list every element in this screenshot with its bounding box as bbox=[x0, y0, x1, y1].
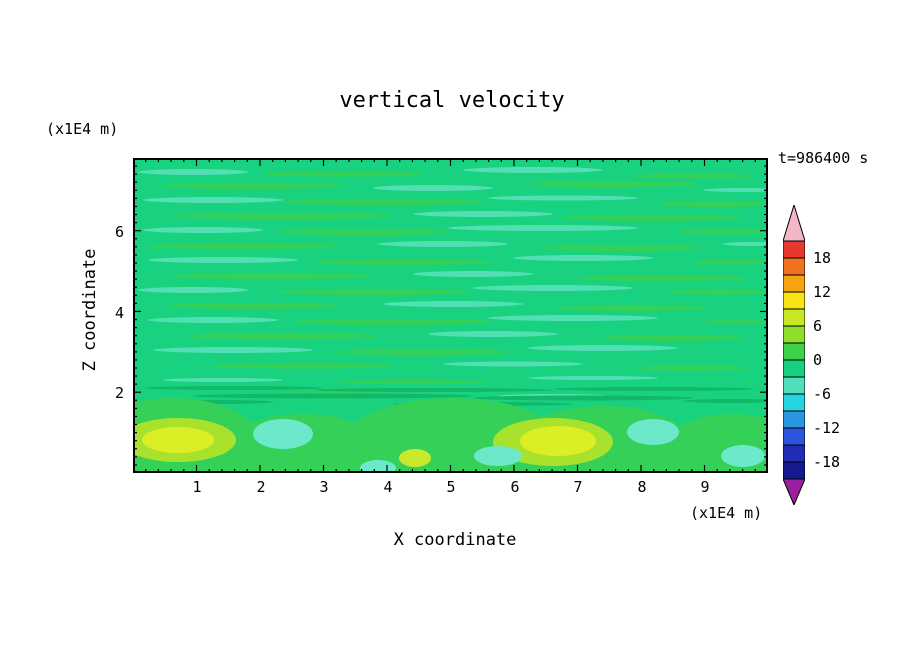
x-tick-label: 2 bbox=[256, 478, 266, 496]
x-axis-title: X coordinate bbox=[393, 530, 517, 550]
y-axis-unit-label: (x1E4 m) bbox=[46, 120, 119, 138]
page-title: vertical velocity bbox=[339, 88, 565, 113]
colorbar-label: 6 bbox=[813, 317, 823, 335]
colorbar bbox=[783, 205, 805, 505]
x-tick-label: 8 bbox=[637, 478, 647, 496]
x-tick-label: 9 bbox=[700, 478, 710, 496]
x-tick-label: 3 bbox=[319, 478, 329, 496]
z-tick-label: 6 bbox=[114, 223, 124, 241]
x-tick-label: 7 bbox=[573, 478, 583, 496]
y-axis-title: Z coordinate bbox=[80, 248, 100, 372]
colorbar-label: 12 bbox=[813, 283, 832, 301]
z-tick-label: 2 bbox=[114, 384, 124, 402]
colorbar-label: 18 bbox=[813, 249, 832, 267]
x-tick-label: 4 bbox=[383, 478, 393, 496]
colorbar-label: 0 bbox=[813, 351, 823, 369]
contour-plot bbox=[133, 158, 768, 473]
colorbar-label: -12 bbox=[813, 419, 841, 437]
timestamp-label: t=986400 s bbox=[778, 149, 869, 167]
z-tick-label: 4 bbox=[114, 304, 124, 322]
colorbar-label: -18 bbox=[813, 453, 841, 471]
colorbar-label: -6 bbox=[813, 385, 832, 403]
x-tick-label: 5 bbox=[446, 478, 456, 496]
x-tick-label: 6 bbox=[510, 478, 520, 496]
x-tick-label: 1 bbox=[192, 478, 202, 496]
x-axis-unit-label: (x1E4 m) bbox=[690, 504, 763, 522]
